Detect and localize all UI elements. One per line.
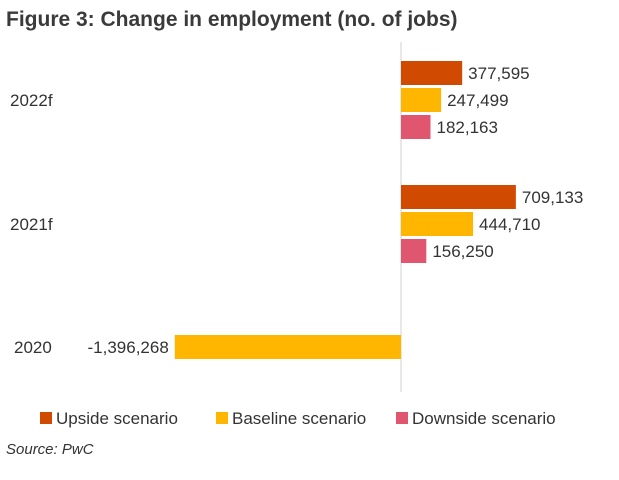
data-label: -1,396,268	[88, 338, 169, 357]
legend-label: Upside scenario	[56, 409, 178, 428]
bar-2021f-upside-scenario	[401, 185, 516, 209]
chart-title: Figure 3: Change in employment (no. of j…	[6, 8, 458, 31]
legend-swatch	[40, 412, 52, 424]
legend-swatch	[396, 412, 408, 424]
data-label: 182,163	[437, 118, 498, 137]
data-label: 709,133	[522, 188, 583, 207]
bar-2020-baseline-scenario	[174, 335, 401, 359]
bar-2021f-downside-scenario	[401, 239, 427, 263]
bar-2022f-upside-scenario	[401, 61, 463, 85]
legend-label: Baseline scenario	[232, 409, 366, 428]
bar-2021f-baseline-scenario	[401, 212, 474, 236]
data-label: 247,499	[447, 91, 508, 110]
chart-source: Source: PwC	[6, 441, 94, 458]
legend-swatch	[216, 412, 228, 424]
bar-2022f-baseline-scenario	[401, 88, 442, 112]
data-label: 156,250	[432, 242, 493, 261]
data-label: 377,595	[468, 64, 529, 83]
category-label: 2020	[14, 338, 52, 357]
bar-2022f-downside-scenario	[401, 115, 431, 139]
data-label: 444,710	[479, 215, 540, 234]
legend-label: Downside scenario	[412, 409, 556, 428]
category-label: 2021f	[10, 215, 53, 234]
category-label: 2022f	[10, 91, 53, 110]
